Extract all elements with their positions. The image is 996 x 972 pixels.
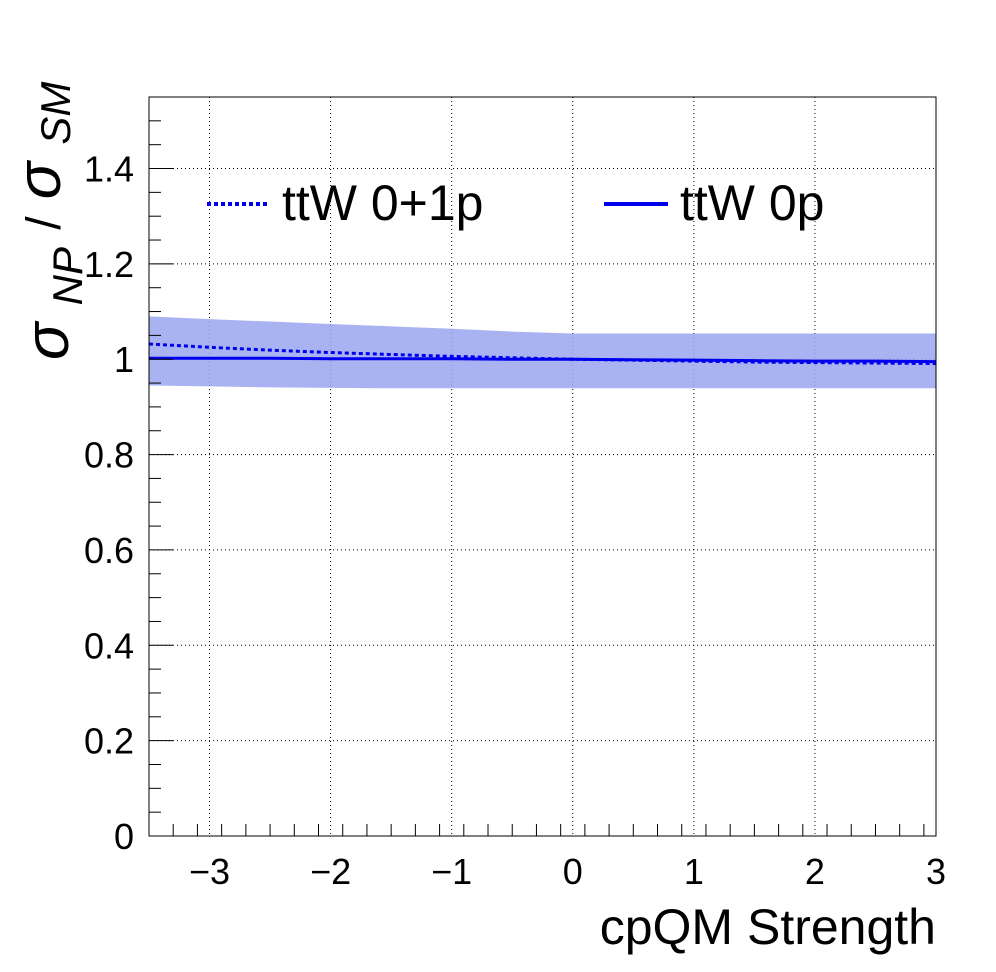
x-tick-label: −1: [431, 851, 472, 892]
y-tick-labels: 0 0.2 0.4 0.6 0.8 1 1.2 1.4: [84, 149, 134, 857]
y-tick-label: 0.2: [84, 721, 134, 762]
y-tick-label: 1.2: [84, 244, 134, 285]
series-line-1: [149, 356, 937, 364]
y-axis-label-numerator-sub: NP: [44, 247, 91, 305]
band-area: [149, 316, 936, 389]
y-axis-label: σ NP / σ SM: [5, 82, 96, 360]
y-axis-label-symbol-denominator: σ: [5, 159, 74, 199]
x-tick-label: 1: [684, 851, 704, 892]
y-tick-label: 1.4: [84, 149, 134, 190]
plot-frame: [148, 96, 937, 837]
series-lines: [148, 342, 937, 366]
svg-text:σ NP / σ: σ NP / σ SM: [5, 82, 96, 360]
legend-label-ttw-0p: ttW 0p: [680, 175, 824, 231]
legend: ttW 0+1p ttW 0p: [207, 175, 824, 231]
x-axis-label: cpQM Strength: [600, 899, 936, 955]
x-tick-label: 0: [563, 851, 583, 892]
uncertainty-band: [149, 316, 936, 389]
x-tick-label: −3: [189, 851, 230, 892]
x-tick-label: 3: [926, 851, 946, 892]
y-tick-label: 0.8: [84, 435, 134, 476]
y-tick-label: 0.4: [84, 625, 134, 666]
x-tick-label: 2: [805, 851, 825, 892]
x-tick-labels: −3 −2 −1 0 1 2 3: [189, 851, 946, 892]
axis-ticks: [148, 96, 925, 837]
y-tick-label: 0: [114, 816, 134, 857]
y-axis-label-denominator-sub: SM: [32, 82, 79, 145]
y-tick-label: 0.6: [84, 530, 134, 571]
y-axis-label-symbol: σ: [13, 320, 82, 360]
y-tick-label: 1: [114, 339, 134, 380]
y-axis-label-slash: /: [18, 216, 71, 230]
x-tick-label: −2: [310, 851, 351, 892]
legend-label-ttw-0-1p: ttW 0+1p: [282, 175, 484, 231]
